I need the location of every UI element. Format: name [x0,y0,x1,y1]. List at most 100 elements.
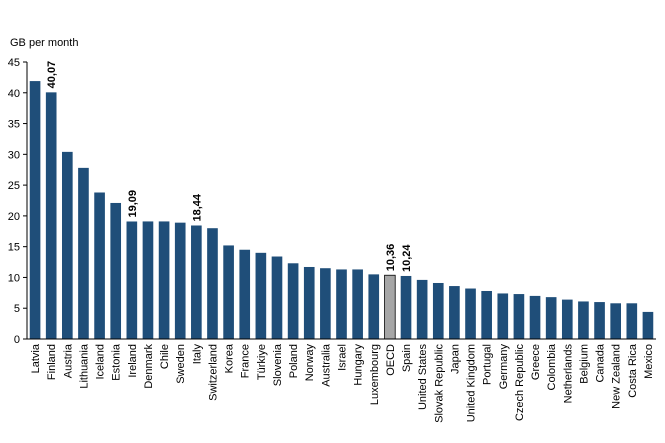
x-tick-label: Korea [224,343,236,373]
bar-finland [45,92,57,339]
x-tick-label: Spain [401,344,413,372]
bar-belgium [578,301,589,339]
x-tick-label: Italy [191,344,203,365]
data-label: 18,44 [191,193,203,221]
bar-canada [594,302,605,339]
x-tick-label: Iceland [95,344,107,379]
bar-united-states [416,279,428,339]
x-tick-label: Slovenia [272,343,284,386]
bar-japan [449,286,460,339]
x-tick-label: Lithuania [78,343,90,389]
bar-germany [497,293,509,339]
x-tick-label: Finland [46,344,58,380]
bar-colombia [545,297,557,339]
x-tick-label: Switzerland [207,344,219,401]
x-tick-label: Canada [595,343,607,382]
bar-oecd [384,274,396,340]
bar-luxembourg [368,274,380,339]
bar-estonia [110,202,122,339]
bar-switzerland [207,228,218,339]
x-tick-label: Türkiye [256,344,268,380]
y-tick-label: 45 [8,57,20,69]
y-tick-label: 30 [8,149,20,161]
bar-t-rkiye [255,252,267,339]
y-tick-label: 0 [14,334,20,346]
bar-france [239,249,251,339]
bar-mexico [642,311,654,339]
x-tick-label: Latvia [30,343,42,373]
x-tick-label: Chile [159,344,171,369]
bar-greece [529,295,541,339]
x-tick-label: Netherlands [562,344,574,404]
bar-australia [320,268,331,339]
x-tick-label: Ireland [127,344,139,378]
x-tick-label: Sweden [175,344,187,384]
data-labels: 40,07 19,09 18,44 10,36 10,24 [46,61,413,272]
x-tick-label: Estonia [111,343,123,381]
x-tick-label: Norway [304,344,316,382]
y-tick-label: 25 [8,180,20,192]
bar-new-zealand [610,303,622,339]
x-tick-label: Poland [288,344,300,378]
x-tick-label: Australia [320,343,332,387]
x-tick-label: Costa Rica [627,343,639,398]
x-tick-label: Austria [62,343,74,378]
bar-denmark [142,221,154,339]
bar-czech-republic [513,294,525,339]
bar-netherlands [561,299,573,339]
y-tick-label: 10 [8,272,20,284]
data-label: 40,07 [46,61,58,89]
bar-spain [400,275,412,339]
bar-costa-rica [626,303,638,339]
x-tick-label: Slovak Republic [433,344,445,423]
x-tick-label: Hungary [353,344,365,386]
x-tick-label: United States [417,344,429,411]
bar-united-kingdom [465,288,476,339]
x-tick-label: Germany [498,344,510,390]
bar-iceland [94,192,105,339]
x-tick-label: Greece [530,344,542,380]
y-tick-label: 15 [8,242,20,254]
x-tick-label: Portugal [482,344,494,385]
bar-norway [303,266,315,339]
data-label: 10,24 [401,244,413,272]
x-tick-label: OECD [385,344,397,376]
bar-sweden [174,222,186,339]
x-tick-label: New Zealand [611,344,623,409]
x-tick-label: Luxembourg [369,344,381,405]
x-tick-label: Denmark [143,344,155,389]
bar-korea [223,245,234,339]
bar-israel [336,269,347,339]
bar-poland [287,263,299,339]
x-tick-label: Czech Republic [514,344,526,422]
y-axis-label: GB per month [10,37,78,49]
bar-latvia [29,81,41,340]
y-tick-label: 5 [14,303,20,315]
bar-hungary [352,269,363,339]
bars [29,81,654,340]
bar-lithuania [78,167,89,339]
x-tick-label: United Kingdom [466,344,478,422]
y-tick-label: 20 [8,211,20,223]
x-axis-labels: Latvia Finland Austria Lithuania Iceland Esto… [30,343,655,423]
y-tick-label: 35 [8,119,20,131]
x-tick-label: France [240,344,252,378]
y-tick-label: 40 [8,88,20,100]
x-tick-label: Colombia [546,343,558,390]
bar-slovenia [271,256,283,339]
data-label: 10,36 [385,244,397,272]
bar-austria [61,151,73,339]
bar-slovak-republic [432,282,444,339]
x-tick-label: Israel [337,344,349,371]
bar-chile [158,221,170,339]
data-label: 19,09 [127,190,139,218]
bar-italy [191,225,202,339]
bar-ireland [126,221,138,339]
bar-portugal [481,290,492,339]
y-axis-ticks: 0 5 10 15 20 25 30 35 40 45 [8,57,27,346]
x-tick-label: Japan [449,344,461,374]
x-tick-label: Belgium [578,344,590,384]
x-tick-label: Mexico [643,344,655,379]
